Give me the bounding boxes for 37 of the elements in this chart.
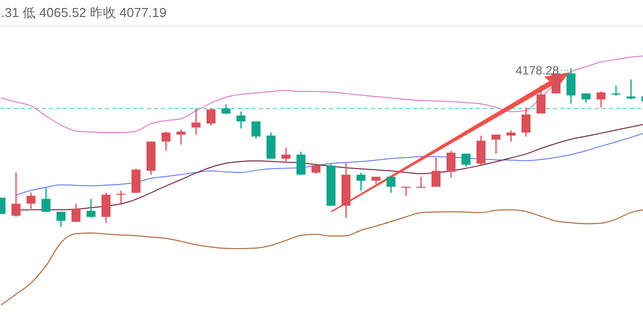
- candlestick: [596, 90, 606, 108]
- candlestick: [56, 211, 66, 228]
- candlestick: [282, 147, 290, 164]
- candlestick: [626, 78, 636, 100]
- candlestick: [162, 131, 170, 152]
- chart-title: .31 低 4065.52 昨收 4077.19: [1, 5, 167, 20]
- candlestick: [416, 176, 426, 188]
- candlestick: [296, 150, 306, 176]
- candlestick: [192, 108, 200, 136]
- candlestick: [506, 130, 516, 142]
- candlestick: [522, 106, 530, 138]
- candlestick: [312, 163, 320, 174]
- candlestick: [102, 192, 110, 224]
- candlestick: [42, 187, 50, 212]
- candlestick: [252, 120, 260, 140]
- candlestick: [116, 190, 126, 204]
- candlestick: [612, 84, 620, 96]
- candlestick: [236, 110, 246, 130]
- candlestick: [222, 104, 230, 116]
- candlestick: [432, 156, 440, 188]
- candlestick: [12, 172, 20, 218]
- candlestick: [462, 153, 470, 168]
- candlestick: [446, 150, 456, 178]
- candlestick: [476, 134, 486, 166]
- candlestick: [492, 134, 500, 154]
- candlestick: [132, 168, 140, 194]
- annotation: 4178.28: [516, 63, 560, 78]
- candlestick: [86, 198, 96, 218]
- candlestick: [26, 192, 36, 210]
- candlestick: [356, 172, 366, 192]
- candlestick: [72, 203, 80, 222]
- candlestick: [536, 84, 546, 114]
- candlestick: [386, 176, 396, 194]
- candlestick: [402, 186, 410, 196]
- candlestick: [206, 108, 216, 126]
- candlestick: [266, 132, 276, 160]
- candlestick: [176, 128, 186, 146]
